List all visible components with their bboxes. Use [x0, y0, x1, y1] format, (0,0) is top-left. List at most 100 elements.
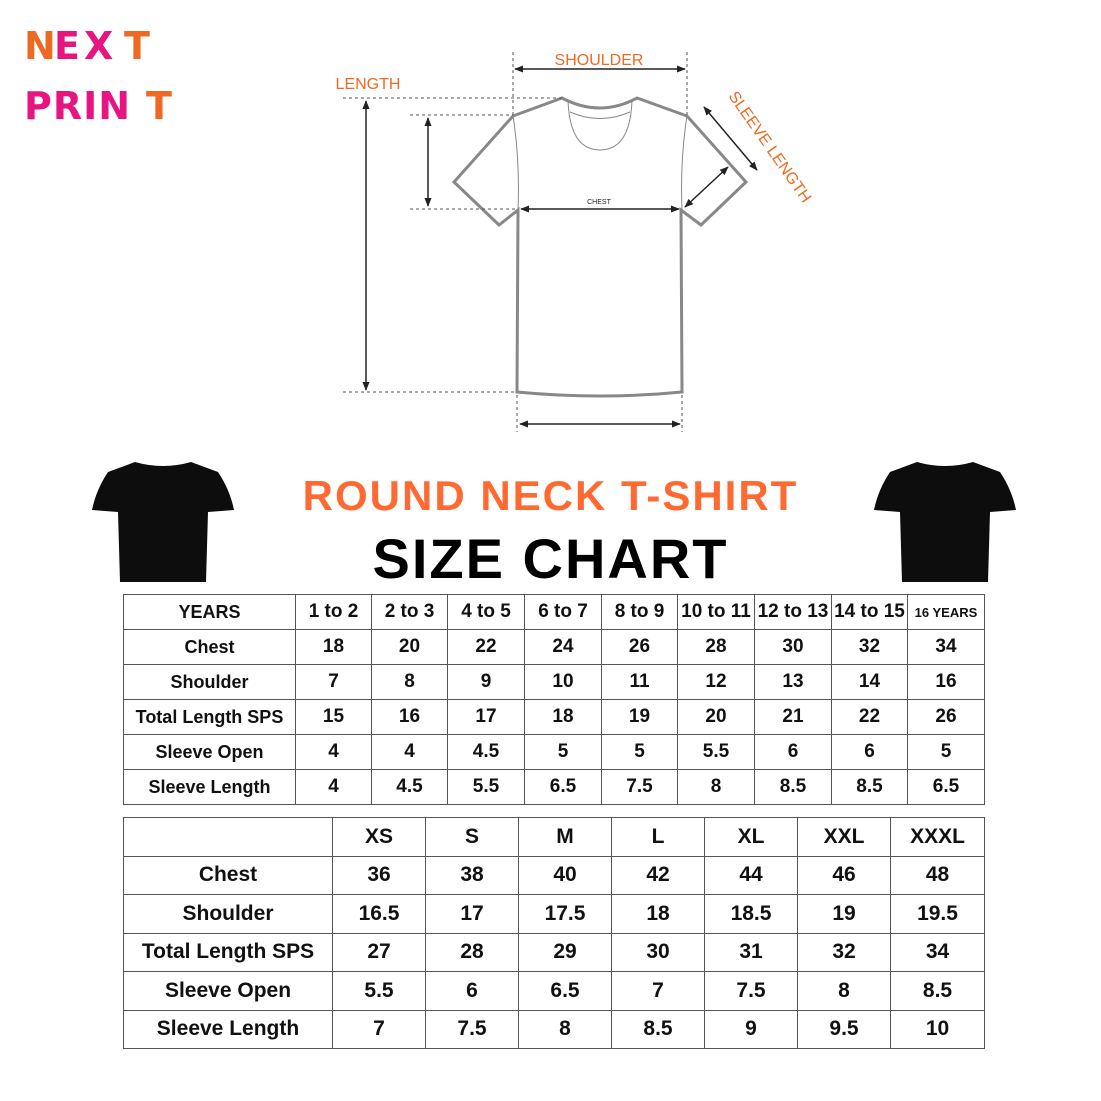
table-cell: 5 [907, 734, 985, 770]
table-cell: 40 [518, 855, 612, 895]
column-header: XXL [797, 817, 891, 857]
column-header: 6 to 7 [524, 594, 602, 630]
row-label: Chest [123, 629, 296, 665]
column-header: 14 to 15 [831, 594, 908, 630]
column-header: XS [332, 817, 426, 857]
table-cell: 4 [371, 734, 448, 770]
table-row: Chest 36 38 40 42 44 46 48 [123, 855, 985, 895]
table-cell: 16.5 [332, 894, 426, 934]
table-cell: 4 [295, 769, 372, 805]
table-row: Sleeve Length 4 4.5 5.5 6.5 7.5 8 8.5 8.5 6.5 [123, 769, 985, 805]
table-cell: 38 [425, 855, 519, 895]
column-header: 8 to 9 [601, 594, 678, 630]
table-cell: 16 [371, 699, 448, 735]
table-cell: 8.5 [890, 971, 985, 1011]
row-label: Chest [123, 855, 333, 895]
table-cell: 22 [831, 699, 908, 735]
table-cell: 4.5 [447, 734, 525, 770]
row-label: Sleeve Open [123, 971, 333, 1011]
table-cell: 7.5 [704, 971, 798, 1011]
table-cell: 13 [754, 664, 832, 700]
row-label: Total Length SPS [123, 932, 333, 972]
column-header: M [518, 817, 612, 857]
table-cell: 19.5 [890, 894, 985, 934]
table-cell: 6.5 [518, 971, 612, 1011]
row-label: Shoulder [123, 664, 296, 700]
table-cell: 7 [332, 1009, 426, 1049]
measure-arrows [362, 65, 758, 428]
table-row: Shoulder 7 8 9 10 11 12 13 14 16 [123, 664, 985, 700]
table-header-row: XS S M L XL XXL XXXL [123, 817, 985, 857]
table-cell: 26 [907, 699, 985, 735]
row-label: Shoulder [123, 894, 333, 934]
table-cell: 36 [332, 855, 426, 895]
table-cell: 29 [518, 932, 612, 972]
row-label: Sleeve Length [123, 1009, 333, 1049]
svg-text:PRIN: PRIN [24, 84, 131, 123]
table-cell: 19 [601, 699, 678, 735]
table-cell: 31 [704, 932, 798, 972]
table-cell: 30 [754, 629, 832, 665]
table-cell: 17.5 [518, 894, 612, 934]
table-cell: 8 [518, 1009, 612, 1049]
column-header: YEARS [123, 594, 296, 630]
table-cell: 6 [425, 971, 519, 1011]
table-cell: 10 [524, 664, 602, 700]
table-cell: 18 [524, 699, 602, 735]
table-cell: 8.5 [754, 769, 832, 805]
black-tshirt-icon [92, 462, 234, 582]
table-cell: 32 [797, 932, 891, 972]
svg-text:N: N [24, 27, 57, 68]
table-cell: 8 [371, 664, 448, 700]
table-cell: 11 [601, 664, 678, 700]
table-cell: 46 [797, 855, 891, 895]
table-cell: 12 [677, 664, 755, 700]
table-cell: 5.5 [677, 734, 755, 770]
table-cell: 16 [907, 664, 985, 700]
table-cell: 21 [754, 699, 832, 735]
table-cell: 17 [447, 699, 525, 735]
table-row: Sleeve Open 4 4 4.5 5 5 5.5 6 6 5 [123, 734, 985, 770]
table-cell: 6.5 [907, 769, 985, 805]
svg-text:T: T [146, 84, 173, 123]
table-cell: 8.5 [611, 1009, 705, 1049]
table-cell: 32 [831, 629, 908, 665]
row-label: Sleeve Open [123, 734, 296, 770]
table-cell: 5 [601, 734, 678, 770]
column-header: XXXL [890, 817, 985, 857]
column-header: 16 YEARS [907, 594, 985, 630]
table-row: Shoulder 16.5 17 17.5 18 18.5 19 19.5 [123, 894, 985, 934]
table-cell: 42 [611, 855, 705, 895]
table-cell: 8 [797, 971, 891, 1011]
chest-label: CHEST [587, 199, 611, 206]
logo: N E X T PRIN T [24, 24, 176, 130]
table-cell: 24 [524, 629, 602, 665]
row-label: Total Length SPS [123, 699, 296, 735]
table-cell: 22 [447, 629, 525, 665]
table-cell: 18.5 [704, 894, 798, 934]
table-cell: 20 [677, 699, 755, 735]
table-cell: 44 [704, 855, 798, 895]
table-row: Total Length SPS 15 16 17 18 19 20 21 22 26 [123, 699, 985, 735]
table-cell: 34 [890, 932, 985, 972]
svg-text:E: E [54, 27, 81, 68]
table-cell: 9 [704, 1009, 798, 1049]
table-cell: 34 [907, 629, 985, 665]
table-row: Sleeve Open 5.5 6 6.5 7 7.5 8 8.5 [123, 971, 985, 1011]
table-row: Chest 18 20 22 24 26 28 30 32 34 [123, 629, 985, 665]
table-cell: 4 [295, 734, 372, 770]
table-cell: 19 [797, 894, 891, 934]
table-cell: 7.5 [601, 769, 678, 805]
column-header: L [611, 817, 705, 857]
column-header: XL [704, 817, 798, 857]
table-cell: 30 [611, 932, 705, 972]
table-cell: 6.5 [524, 769, 602, 805]
table-cell: 14 [831, 664, 908, 700]
table-cell: 28 [677, 629, 755, 665]
table-cell: 20 [371, 629, 448, 665]
table-cell: 5.5 [447, 769, 525, 805]
table-cell: 9.5 [797, 1009, 891, 1049]
table-cell: 27 [332, 932, 426, 972]
